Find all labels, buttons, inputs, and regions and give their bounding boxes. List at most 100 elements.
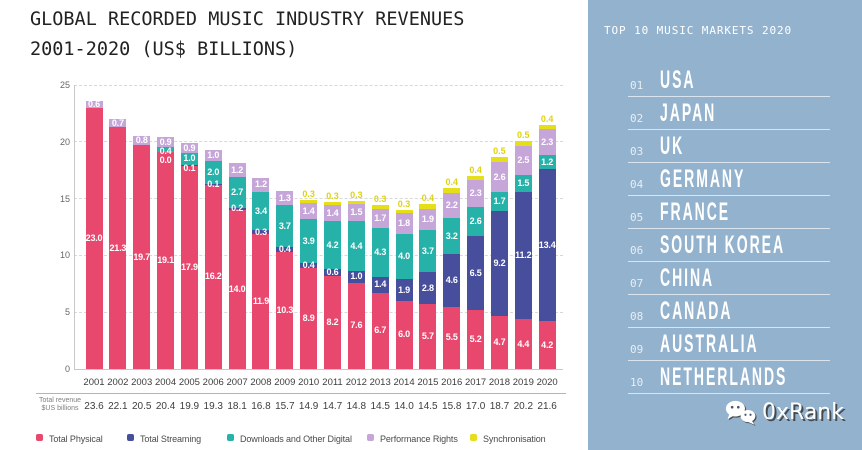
legend-label: Performance Rights xyxy=(380,433,458,444)
legend-swatch xyxy=(127,434,134,442)
bar-segment xyxy=(514,140,532,147)
bar-segment xyxy=(85,107,103,369)
bar-segment xyxy=(204,149,222,162)
total-revenue-value: 18.7 xyxy=(489,401,510,412)
bar-segment xyxy=(538,124,556,130)
market-name: AUSTRALIA xyxy=(660,330,759,358)
market-rank: 06 xyxy=(630,244,644,257)
chart-title-line2: 2001-2020 (US$ BILLIONS) xyxy=(30,39,298,60)
y-tick-label-15: 15 xyxy=(59,193,70,204)
market-underline xyxy=(628,162,830,163)
chart-title: GLOBAL RECORDED MUSIC INDUSTRY REVENUES 2… xyxy=(30,5,464,65)
total-revenue-value: 14.0 xyxy=(394,401,414,412)
bar-segment xyxy=(395,300,413,369)
market-underline xyxy=(628,393,830,394)
x-tick-label: 2006 xyxy=(202,377,224,388)
x-tick-label: 2013 xyxy=(369,377,391,388)
total-revenue-value: 15.7 xyxy=(275,401,295,412)
segment-value-label: 3.7 xyxy=(278,220,291,231)
gridline-15 xyxy=(74,198,563,200)
total-revenue-value: 19.3 xyxy=(203,401,223,412)
sync-value-label: 0.5 xyxy=(517,129,530,140)
market-name: FRANCE xyxy=(660,198,731,226)
bar-segment xyxy=(228,177,246,208)
bar-segment xyxy=(371,208,389,229)
y-tick-label-5: 5 xyxy=(64,307,70,318)
bar-segment xyxy=(490,211,508,316)
segment-value-label: 8.9 xyxy=(302,312,315,323)
market-rank: 08 xyxy=(630,310,644,323)
x-tick-label: 2016 xyxy=(441,377,463,388)
bar-segment xyxy=(300,199,318,204)
bar-segment xyxy=(395,233,413,280)
market-rank: 07 xyxy=(630,277,644,290)
x-tick-label: 2001 xyxy=(83,377,105,388)
total-revenue-value: 20.5 xyxy=(131,401,152,412)
segment-value-label: 2.5 xyxy=(517,155,530,166)
bar-segment xyxy=(467,236,485,310)
bar-segment xyxy=(347,282,365,369)
bar-segment xyxy=(514,319,532,369)
bar-segment xyxy=(157,137,175,148)
x-tick-label: 2008 xyxy=(250,377,272,388)
legend-label: Total Streaming xyxy=(140,433,202,444)
segment-value-label: 1.4 xyxy=(326,207,339,218)
bar-segment xyxy=(109,127,127,369)
bar-segment xyxy=(467,175,485,181)
bar-segment xyxy=(228,207,246,210)
bar-segment xyxy=(490,162,508,192)
bar-segment xyxy=(324,202,341,206)
segment-value-label: 4.7 xyxy=(493,336,506,347)
market-row: 03 UK xyxy=(588,134,862,162)
market-rank: 01 xyxy=(630,79,644,92)
x-tick-label: 2017 xyxy=(465,377,487,388)
bar-segment xyxy=(180,142,198,154)
bar-segment xyxy=(85,100,103,108)
bar-segment xyxy=(157,152,175,369)
market-underline xyxy=(628,261,830,262)
market-name: CANADA xyxy=(660,297,733,325)
segment-value-label: 0.4 xyxy=(302,260,315,271)
market-row: 05 FRANCE xyxy=(588,198,862,228)
bar-segment xyxy=(157,147,175,152)
y-tick-label-25: 25 xyxy=(59,80,70,90)
bar-segment xyxy=(276,247,294,252)
bar-segment xyxy=(109,119,127,128)
sync-value-label: 0.3 xyxy=(302,188,315,199)
segment-value-label: 1.9 xyxy=(421,214,434,225)
bar-segment xyxy=(371,292,389,369)
y-tick-label-10: 10 xyxy=(59,250,70,261)
x-tick-label: 2009 xyxy=(274,377,296,388)
legend-item: Performance Rights xyxy=(367,430,458,444)
segment-value-label: 0.7 xyxy=(111,117,124,128)
bar-segment xyxy=(252,178,270,192)
segment-value-label: 0.1 xyxy=(183,162,196,173)
segment-value-label: 3.4 xyxy=(254,205,267,216)
segment-value-label: 0.9 xyxy=(183,142,196,153)
total-revenue-value: 20.2 xyxy=(513,401,534,412)
segment-value-label: 1.5 xyxy=(350,207,363,218)
segment-value-label: 0.9 xyxy=(159,136,172,147)
bar-segment xyxy=(490,315,508,369)
y-tick-label-0: 0 xyxy=(64,364,70,374)
legend-item: Synchronisation xyxy=(470,430,546,444)
x-tick-label: 2015 xyxy=(417,377,439,388)
x-tick-label: 2010 xyxy=(298,377,320,388)
segment-value-label: 0.0 xyxy=(159,155,172,166)
gridline-5 xyxy=(74,311,563,313)
segment-value-label: 1.0 xyxy=(350,271,363,282)
segment-value-label: 1.0 xyxy=(183,153,196,164)
bar-segment xyxy=(204,184,222,369)
x-axis-line xyxy=(74,369,563,370)
sync-value-label: 0.4 xyxy=(445,177,458,188)
segment-value-label: 19.1 xyxy=(157,255,174,265)
segment-value-label: 8.2 xyxy=(326,316,339,327)
segment-value-label: 4.4 xyxy=(350,240,363,251)
market-rank: 05 xyxy=(630,211,644,224)
bar-segment xyxy=(228,163,246,177)
x-tick-label: 2005 xyxy=(178,377,200,388)
x-tick-label: 2018 xyxy=(488,377,510,388)
segment-value-label: 0.1 xyxy=(207,178,220,189)
segment-value-label: 1.4 xyxy=(302,205,315,216)
bar-segment xyxy=(419,272,437,305)
